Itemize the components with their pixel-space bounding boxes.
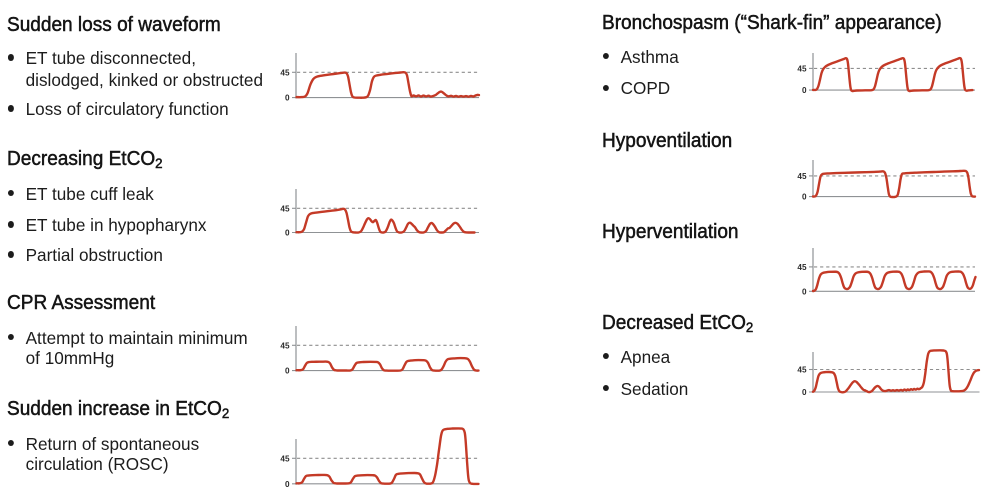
svg-text:45: 45 (280, 68, 290, 77)
svg-text:0: 0 (285, 480, 290, 489)
svg-text:45: 45 (280, 454, 290, 463)
svg-text:45: 45 (797, 64, 807, 73)
svg-text:0: 0 (802, 287, 807, 296)
svg-text:0: 0 (285, 94, 290, 103)
svg-text:0: 0 (802, 193, 807, 202)
svg-text:45: 45 (797, 172, 807, 181)
svg-text:45: 45 (797, 263, 807, 272)
svg-text:0: 0 (802, 388, 807, 397)
svg-text:45: 45 (280, 204, 290, 213)
svg-text:0: 0 (285, 229, 290, 238)
svg-text:45: 45 (797, 366, 807, 375)
svg-text:0: 0 (285, 367, 290, 376)
svg-text:45: 45 (280, 341, 290, 350)
svg-text:0: 0 (802, 86, 807, 95)
